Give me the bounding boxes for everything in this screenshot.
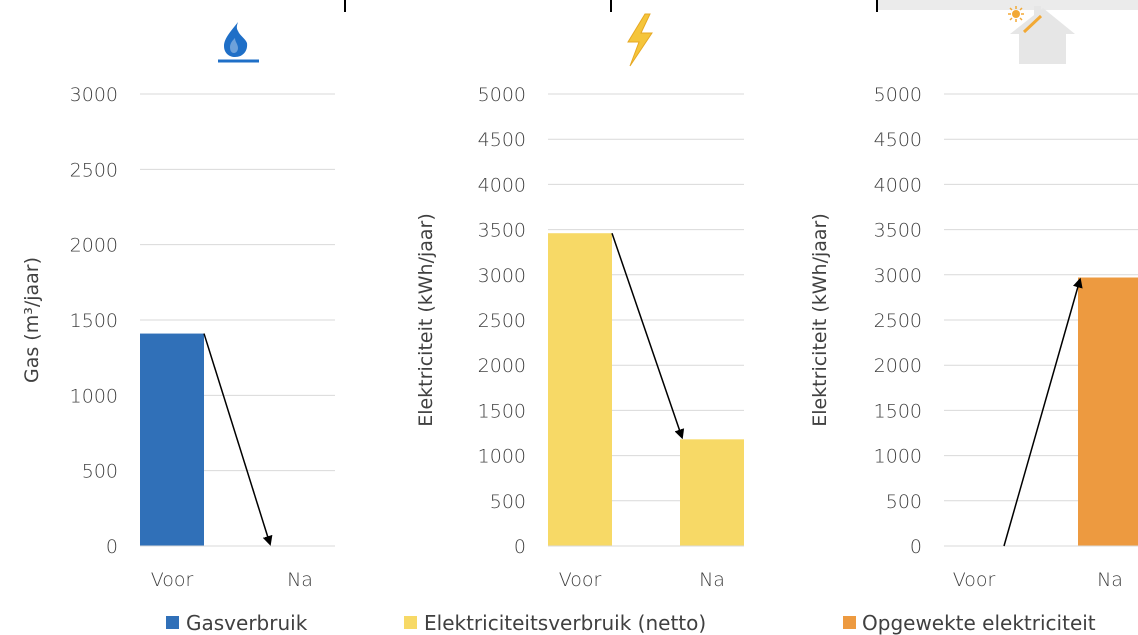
gas-flame-icon [218, 22, 259, 63]
y-tick-label: 1500 [478, 400, 526, 422]
panel-top-band [878, 0, 1138, 10]
x-tick-label: Na [699, 569, 725, 591]
y-tick-label: 3000 [478, 265, 526, 287]
legend-swatch [404, 616, 417, 629]
solar-house-icon [1008, 6, 1075, 64]
y-tick-label: 2000 [478, 355, 526, 377]
lightning-icon [627, 13, 653, 67]
y-axis-label: Gas (m³/jaar) [21, 257, 43, 383]
y-tick-label: 4500 [874, 129, 922, 151]
y-tick-label: 2000 [70, 235, 118, 257]
x-tick-label: Na [287, 569, 313, 591]
legend-label: Elektriciteitsverbruik (netto) [424, 611, 706, 635]
y-tick-label: 3000 [874, 265, 922, 287]
x-tick-label: Voor [953, 569, 996, 591]
bar-voor [548, 233, 612, 546]
bar-na [1078, 277, 1138, 546]
y-tick-label: 2500 [478, 310, 526, 332]
y-tick-label: 3500 [478, 220, 526, 242]
y-tick-label: 1000 [874, 446, 922, 468]
y-tick-label: 500 [886, 491, 922, 513]
y-tick-label: 3000 [70, 84, 118, 106]
x-tick-label: Na [1097, 569, 1123, 591]
change-arrow [203, 333, 273, 546]
y-tick-label: 4000 [874, 174, 922, 196]
y-tick-label: 500 [490, 491, 526, 513]
bar-voor [140, 333, 204, 546]
x-tick-label: Voor [559, 569, 602, 591]
change-arrow [1003, 277, 1083, 547]
y-tick-label: 4500 [478, 129, 526, 151]
y-tick-label: 2500 [874, 310, 922, 332]
legend-swatch [843, 616, 856, 629]
y-tick-label: 1000 [478, 446, 526, 468]
bar-na [680, 439, 744, 546]
change-arrow [611, 232, 685, 440]
y-tick-label: 0 [910, 536, 922, 558]
y-tick-label: 4000 [478, 174, 526, 196]
y-tick-label: 5000 [478, 84, 526, 106]
legend-label: Opgewekte elektriciteit [862, 611, 1096, 635]
y-tick-label: 2000 [874, 355, 922, 377]
y-tick-label: 2500 [70, 159, 118, 181]
y-tick-label: 1500 [874, 400, 922, 422]
y-tick-label: 0 [106, 536, 118, 558]
y-tick-label: 1000 [70, 385, 118, 407]
y-tick-label: 3500 [874, 220, 922, 242]
x-tick-label: Voor [151, 569, 194, 591]
y-tick-label: 500 [82, 461, 118, 483]
y-axis-label: Elektriciteit (kWh/jaar) [415, 213, 437, 427]
legend-label: Gasverbruik [186, 611, 308, 635]
y-tick-label: 1500 [70, 310, 118, 332]
y-tick-label: 0 [514, 536, 526, 558]
y-axis-label: Elektriciteit (kWh/jaar) [809, 213, 831, 427]
y-tick-label: 5000 [874, 84, 922, 106]
legend-swatch [166, 616, 179, 629]
